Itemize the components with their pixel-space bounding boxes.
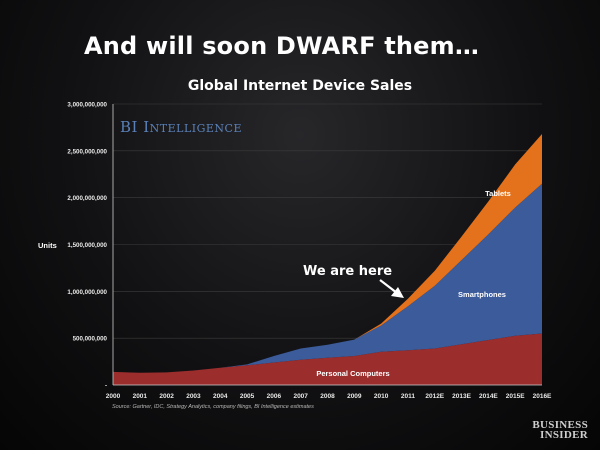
y-tick-label: 3,000,000,000 <box>67 102 107 109</box>
x-tick-label: 2002 <box>159 393 174 400</box>
y-tick-label: 1,500,000,000 <box>67 242 107 249</box>
x-tick-label: 2014E <box>479 393 498 400</box>
series-label: Smartphones <box>458 290 506 299</box>
annotation-text: We are here <box>303 264 392 279</box>
y-tick-label: 1,000,000,000 <box>67 289 107 296</box>
bi-intelligence-watermark: BI Intelligence <box>120 118 242 136</box>
y-tick-label: - <box>105 383 107 390</box>
x-tick-label: 2006 <box>267 393 282 400</box>
series-label: Personal Computers <box>316 369 389 378</box>
x-tick-label: 2008 <box>320 393 335 400</box>
x-tick-label: 2007 <box>293 393 308 400</box>
y-axis-label: Units <box>38 241 57 250</box>
x-tick-label: 2003 <box>186 393 201 400</box>
business-insider-logo: BUSINESS INSIDER <box>532 420 588 440</box>
y-tick-label: 2,000,000,000 <box>67 195 107 202</box>
x-tick-label: 2012E <box>425 393 444 400</box>
y-tick-label: 2,500,000,000 <box>67 148 107 155</box>
publisher-logo-line-2: INSIDER <box>532 430 588 440</box>
y-tick-label: 500,000,000 <box>73 336 108 343</box>
x-tick-label: 2004 <box>213 393 228 400</box>
x-tick-label: 2009 <box>347 393 362 400</box>
source-note: Source: Gartner, IDC, Strategy Analytics… <box>112 404 314 410</box>
x-tick-label: 2005 <box>240 393 255 400</box>
series-label: Tablets <box>485 189 511 198</box>
x-tick-label: 2001 <box>133 393 148 400</box>
area-chart: - 500,000,000 1,000,000,000 1,500,000,000 2,… <box>0 0 600 450</box>
x-tick-label: 2013E <box>452 393 471 400</box>
x-tick-label: 2011 <box>401 393 415 400</box>
x-tick-label: 2015E <box>506 393 525 400</box>
x-tick-label: 2016E <box>533 393 552 400</box>
x-tick-label: 2010 <box>374 393 389 400</box>
x-tick-label: 2000 <box>106 393 121 400</box>
